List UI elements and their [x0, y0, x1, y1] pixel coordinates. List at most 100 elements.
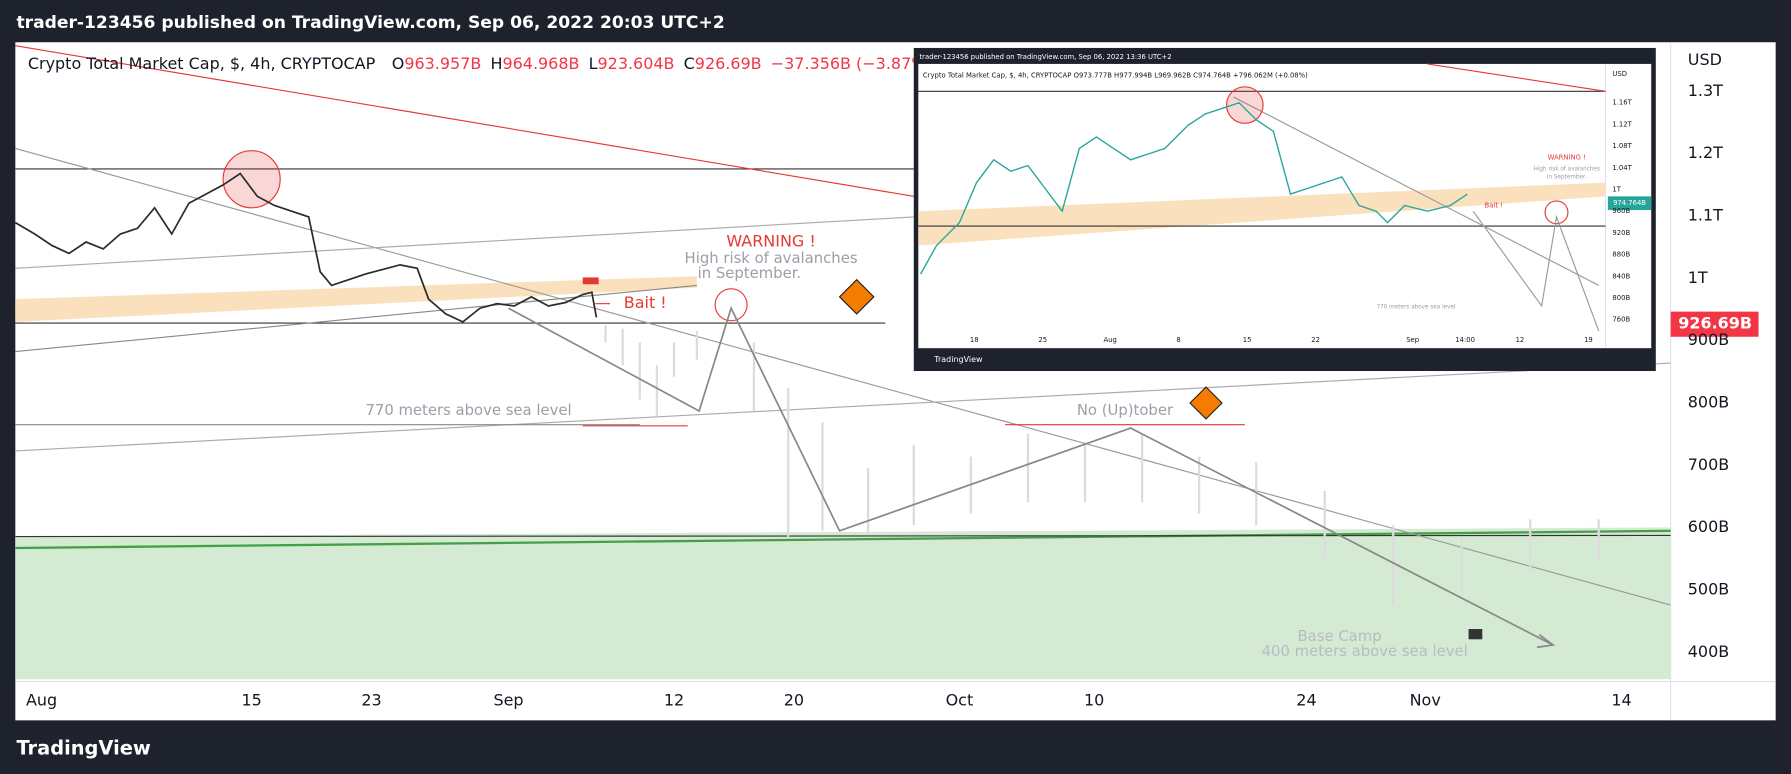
y-tick-label: 500B [1688, 579, 1729, 598]
inset-last-price-box [1607, 196, 1652, 211]
inset-band [918, 182, 1606, 246]
legend-label: O [392, 53, 405, 72]
legend-value: 926.69B [695, 53, 762, 72]
projection-path [508, 305, 1554, 646]
last-price-box [1670, 311, 1759, 337]
trend-line [15, 284, 697, 353]
inset-y-tick-label: 960B [1612, 207, 1630, 215]
inset-legend: Crypto Total Market Cap, $, 4h, CRYPTOCA… [923, 71, 1308, 79]
legend-value: 963.957B [404, 53, 481, 72]
orange-band [15, 276, 697, 322]
inset-trend [1427, 63, 1606, 92]
inset-y-tick-label: 1T [1612, 186, 1621, 194]
x-tick-label: 24 [1296, 690, 1316, 709]
bait-flag [582, 277, 599, 285]
y-tick-label: 900B [1688, 330, 1729, 349]
y-tick-label: 600B [1688, 517, 1729, 536]
legend-label: L [589, 53, 598, 72]
inset-y-tick-label: 1.08T [1612, 142, 1632, 150]
price-line [14, 172, 598, 323]
y-tick-label: 1.3T [1688, 81, 1723, 100]
inset-projection [1472, 210, 1600, 332]
y-tick-label: 700B [1688, 455, 1729, 474]
inset-annotation: High risk of avalanches [1534, 166, 1600, 172]
annotation: 400 meters above sea level [1262, 643, 1468, 660]
inset-circle [1544, 200, 1569, 225]
trend-line [15, 362, 1671, 452]
inset-y-tick-label: 920B [1612, 229, 1630, 237]
inset-unit: USD [1612, 70, 1627, 78]
inset-y-tick-label: 760B [1612, 316, 1630, 324]
x-tick-label: 10 [1084, 690, 1104, 709]
inset-annotation: 770 meters above sea level [1377, 305, 1456, 311]
legend-change: −37.356B (−3.87%) [771, 53, 933, 72]
inset-header: trader-123456 published on TradingView.c… [919, 53, 1171, 61]
y-tick-label: 1.2T [1688, 143, 1723, 162]
axis-unit: USD [1688, 50, 1722, 69]
trend-line [15, 147, 1671, 606]
inset-price-line [920, 101, 1468, 275]
inset-annotation: WARNING ! [1548, 154, 1586, 162]
y-tick-label: 1.1T [1688, 205, 1723, 224]
inset-x-tick-label: Sep [1406, 336, 1419, 344]
arrow-head [1536, 634, 1556, 649]
x-tick-label: Aug [26, 690, 57, 709]
inset-y-tick-label: 1.16T [1612, 99, 1632, 107]
inset-x-tick-label: 12 [1516, 336, 1525, 344]
trend-line [15, 45, 914, 197]
finish-flag [1468, 629, 1483, 640]
green-zone [15, 527, 1671, 680]
highlight-circle [714, 288, 748, 322]
legend-label: H [490, 53, 502, 72]
inset-x-tick-label: Aug [1103, 336, 1116, 344]
inset-x-tick-label: 22 [1311, 336, 1320, 344]
trend-line [15, 216, 914, 269]
inset-x-tick-label: 19 [1584, 336, 1593, 344]
inset-x-tick-label: 18 [970, 336, 979, 344]
inset-x-tick-label: 8 [1176, 336, 1180, 344]
legend-value: 923.604B [598, 53, 675, 72]
inset-x-tick-label: 25 [1038, 336, 1047, 344]
x-tick-label: 14 [1611, 690, 1631, 709]
header-title: trader-123456 published on TradingView.c… [16, 13, 724, 33]
annotation: in September. [698, 265, 802, 282]
x-tick-label: Sep [493, 690, 523, 709]
annotation: WARNING ! [726, 232, 815, 251]
inset-annotation: in September. [1547, 174, 1587, 180]
annotation: High risk of avalanches [685, 250, 858, 267]
inset-screenshot: trader-123456 published on TradingView.c… [913, 47, 1656, 372]
inset-y-tick-label: 1.12T [1612, 120, 1632, 128]
level-line [15, 534, 1671, 538]
legend-value: 964.968B [502, 53, 579, 72]
footer-brand: TradingView [16, 736, 150, 759]
annotation: Bait ! [624, 293, 667, 312]
highlight-circle [222, 150, 281, 209]
y-tick-label: 1T [1688, 268, 1708, 287]
annotation: Base Camp [1298, 628, 1382, 645]
inset-brand: TradingView [933, 355, 983, 364]
annotation: No (Up)tober [1077, 402, 1174, 419]
inset-trend [1233, 96, 1599, 286]
inset-y-tick-label: 800B [1612, 294, 1630, 302]
road-closed-sign [1189, 386, 1223, 420]
x-tick-label: 20 [784, 690, 804, 709]
x-tick-label: 23 [361, 690, 381, 709]
inset-y-tick-label: 840B [1612, 272, 1630, 280]
last-price: 926.69B [1678, 314, 1752, 333]
inset-x-tick-label: 15 [1243, 336, 1252, 344]
x-tick-label: 15 [241, 690, 261, 709]
y-tick-label: 400B [1688, 642, 1729, 661]
inset-x-tick-label: 14:00 [1455, 336, 1475, 344]
legend-symbol: Crypto Total Market Cap, $, 4h, CRYPTOCA… [28, 53, 376, 72]
inset-annotation: Bait ! [1485, 201, 1503, 209]
annotation: 770 meters above sea level [365, 402, 571, 419]
legend-label: C [684, 53, 695, 72]
inset-y-tick-label: 880B [1612, 251, 1630, 259]
inset-y-tick-label: 1.04T [1612, 164, 1632, 172]
x-tick-label: 12 [664, 690, 684, 709]
warning-sign [838, 278, 875, 315]
x-tick-label: Nov [1410, 690, 1441, 709]
